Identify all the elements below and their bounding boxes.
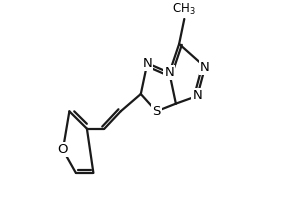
Text: S: S [152, 105, 161, 118]
Text: N: N [164, 66, 174, 79]
Text: N: N [200, 60, 210, 73]
Text: N: N [142, 57, 152, 70]
Text: CH$_3$: CH$_3$ [173, 2, 196, 17]
Text: N: N [192, 89, 202, 102]
Text: O: O [58, 143, 68, 156]
